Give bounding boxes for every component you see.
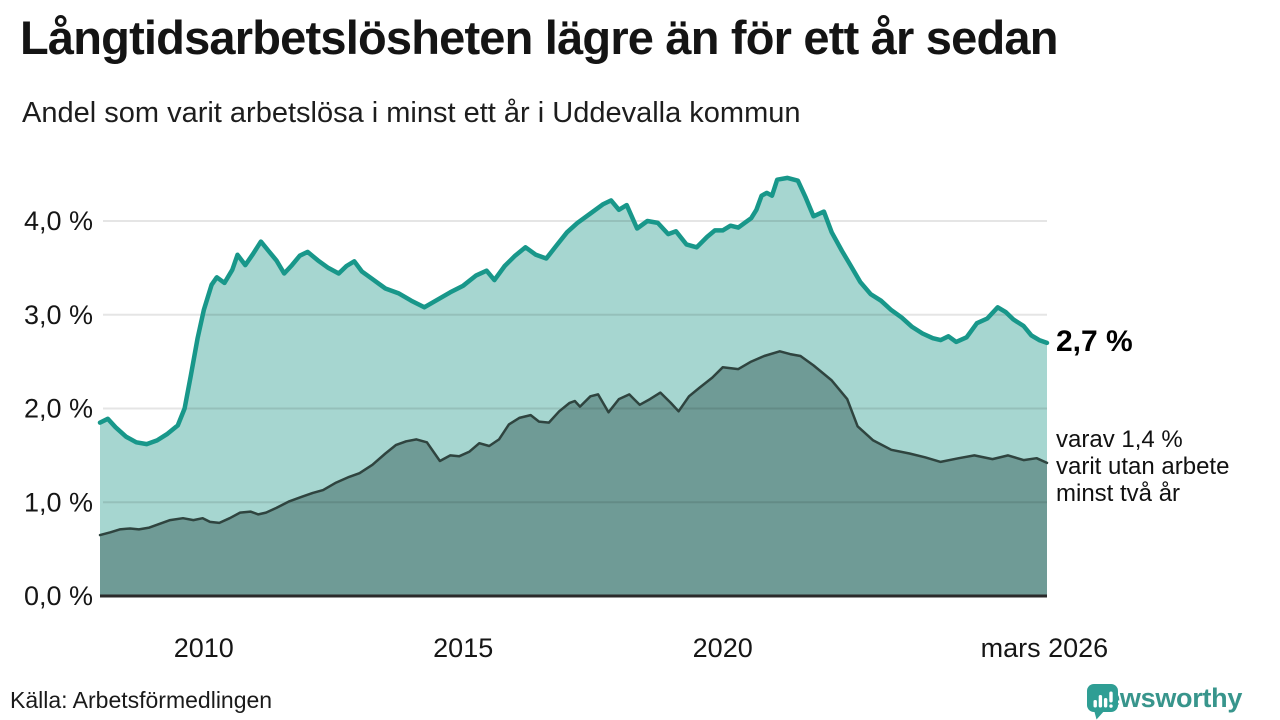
x-tick-label: 2015 xyxy=(433,633,493,663)
y-tick-label: 0,0 % xyxy=(24,581,93,611)
x-tick-label: 2010 xyxy=(174,633,234,663)
x-tick-label: 2020 xyxy=(693,633,753,663)
y-tick-label: 2,0 % xyxy=(24,394,93,424)
line-series-1 xyxy=(97,175,1050,447)
x-tick-label: mars 2026 xyxy=(981,633,1109,663)
series-fills xyxy=(100,177,1047,596)
series-end-label-primary: 2,7 % xyxy=(1056,325,1133,358)
x-tick-labels: 2010 2015 2020 mars 2026 xyxy=(174,633,1108,663)
page-subtitle: Andel som varit arbetslösa i minst ett å… xyxy=(22,97,801,129)
area-series-2 xyxy=(100,351,1047,596)
y-tick-label: 3,0 % xyxy=(24,300,93,330)
line-series-2 xyxy=(98,350,1049,537)
y-tick-labels: 0,0 % 1,0 % 2,0 % 3,0 % 4,0 % xyxy=(24,206,93,611)
page-title: Långtidsarbetslösheten lägre än för ett … xyxy=(20,11,1058,64)
newsworthy-bubble-chart-icon xyxy=(1087,684,1118,720)
y-tick-label: 4,0 % xyxy=(24,206,93,236)
series-lines xyxy=(97,175,1050,537)
source-credit: Källa: Arbetsförmedlingen xyxy=(10,687,273,713)
y-gridlines xyxy=(103,220,1047,504)
y-tick-label: 1,0 % xyxy=(24,487,93,517)
series-end-label-secondary: varav 1,4 % varit utan arbete minst två … xyxy=(1056,426,1230,507)
brand-logo: Newsworthy xyxy=(1086,683,1242,720)
